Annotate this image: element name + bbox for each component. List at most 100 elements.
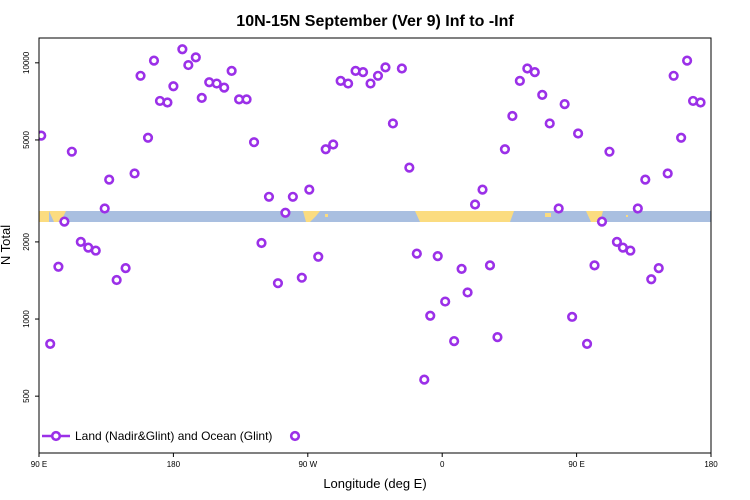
plot-frame: [38, 37, 712, 454]
data-point-0-39: [328, 139, 339, 150]
data-point-0-34: [287, 191, 298, 202]
data-point-0-11: [120, 263, 131, 274]
data-point-0-61: [492, 332, 503, 343]
data-point-0-89: [695, 97, 706, 108]
data-point-0-59: [477, 184, 488, 195]
data-point-0-4: [66, 146, 77, 157]
legend: Land (Nadir&Glint) and Ocean (Glint): [42, 429, 272, 443]
data-point-0-70: [559, 99, 570, 110]
data-point-0-79: [625, 245, 636, 256]
data-point-low: [289, 430, 301, 442]
data-point-0-87: [682, 55, 693, 66]
data-point-0-18: [168, 81, 179, 92]
data-point-0-73: [581, 338, 593, 349]
data-point-0-31: [263, 191, 275, 202]
x-tick-label-1: 180: [167, 460, 181, 469]
points-layer: [39, 44, 706, 442]
y-tick-label-0: 500: [22, 389, 31, 403]
data-point-0-1: [45, 338, 56, 349]
data-point-0-54: [440, 296, 451, 307]
data-point-0-77: [611, 236, 623, 248]
x-axis-label: Longitude (deg E): [323, 476, 426, 491]
map-land: [303, 211, 320, 222]
data-point-0-76: [604, 146, 615, 157]
map-land: [415, 211, 514, 222]
data-point-0-15: [148, 55, 160, 66]
data-point-0-14: [142, 132, 154, 143]
data-point-0-17: [162, 97, 173, 108]
data-point-0-82: [646, 274, 657, 285]
data-point-0-80: [632, 203, 643, 214]
data-point-0-2: [53, 261, 64, 272]
data-point-0-24: [211, 78, 222, 89]
data-point-0-12: [129, 168, 140, 179]
data-point-0-60: [484, 260, 496, 271]
legend-marker: [50, 430, 62, 442]
y-axis: 500 1000 2000 5000 10000: [22, 51, 39, 403]
data-point-0-52: [425, 310, 436, 321]
data-point-0-53: [432, 251, 443, 262]
data-point-0-5: [75, 236, 86, 248]
data-point-0-48: [396, 63, 407, 74]
data-point-0-72: [572, 128, 584, 139]
data-point-0-35: [296, 272, 307, 283]
data-point-0-63: [507, 110, 518, 122]
data-point-0-84: [662, 168, 673, 179]
data-point-0-37: [313, 251, 324, 262]
data-point-0-71: [567, 311, 578, 322]
data-point-0-57: [462, 287, 473, 298]
data-point-0-67: [537, 89, 548, 100]
data-point-0-47: [387, 118, 399, 129]
y-tick-label-1: 1000: [22, 310, 31, 328]
data-point-0-46: [380, 62, 391, 73]
data-point-0-0: [39, 130, 47, 141]
data-point-0-81: [640, 174, 651, 185]
data-point-0-74: [589, 260, 600, 271]
data-point-0-51: [419, 374, 430, 385]
data-point-0-68: [544, 118, 555, 129]
data-point-0-62: [499, 144, 511, 155]
data-point-0-65: [522, 63, 533, 74]
x-axis: 90 E 180 90 W 0 90 E 180: [31, 453, 718, 469]
data-point-0-36: [304, 184, 315, 195]
y-axis-label: N Total: [0, 225, 13, 265]
data-point-0-9: [104, 174, 115, 185]
x-tick-label-4: 90 E: [568, 460, 584, 469]
data-point-0-83: [653, 263, 664, 274]
data-point-0-66: [529, 67, 540, 78]
x-tick-label-3: 0: [440, 460, 445, 469]
data-point-0-50: [411, 248, 422, 259]
data-point-0-3: [59, 216, 70, 227]
data-point-0-49: [404, 162, 415, 173]
data-point-0-30: [256, 237, 267, 249]
data-point-0-26: [226, 65, 237, 77]
map-land: [626, 215, 628, 217]
map-band: [39, 211, 711, 222]
data-point-0-44: [365, 78, 376, 89]
data-point-0-25: [219, 82, 230, 93]
data-point-0-19: [177, 44, 188, 55]
data-point-0-85: [668, 70, 679, 81]
data-point-0-45: [372, 70, 384, 81]
map-land: [49, 211, 66, 222]
data-point-0-58: [469, 199, 481, 210]
x-tick-label-2: 90 W: [298, 460, 317, 469]
chart-title: 10N-15N September (Ver 9) Inf to -Inf: [236, 13, 514, 30]
legend-label: Land (Nadir&Glint) and Ocean (Glint): [75, 429, 272, 443]
data-point-0-8: [99, 203, 110, 214]
data-point-0-69: [553, 203, 564, 214]
data-point-0-64: [514, 75, 525, 87]
data-point-0-20: [183, 59, 194, 71]
data-point-0-32: [272, 278, 284, 289]
data-point-0-56: [456, 263, 467, 274]
data-point-0-41: [343, 78, 354, 89]
map-land: [39, 211, 49, 222]
data-point-0-75: [596, 216, 608, 227]
data-point-0-43: [357, 67, 369, 78]
data-point-0-86: [676, 132, 687, 143]
x-tick-label-5: 180: [704, 460, 718, 469]
data-point-0-22: [196, 92, 207, 103]
data-point-0-33: [280, 207, 291, 218]
x-tick-label-0: 90 E: [31, 460, 47, 469]
